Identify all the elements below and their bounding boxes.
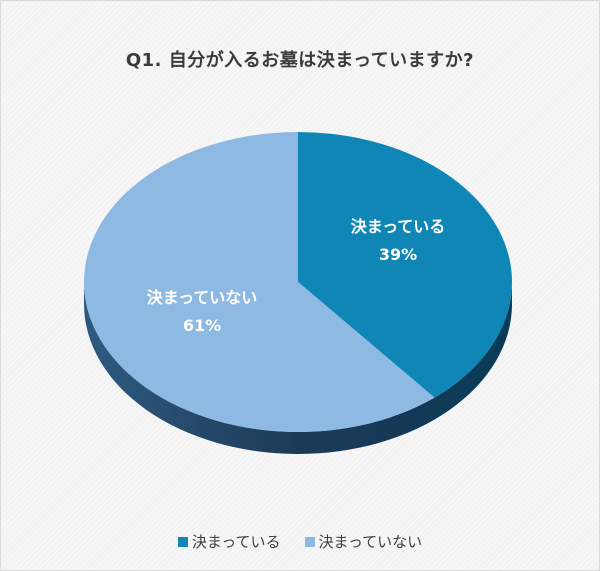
pie-slice-0 — [298, 132, 513, 398]
legend-item-1: 決まっていない — [304, 531, 423, 552]
legend-item-0: 決まっている — [177, 531, 281, 552]
legend-swatch-0 — [177, 536, 188, 547]
legend: 決まっている 決まっていない — [0, 531, 600, 552]
chart-title: Q1. 自分が入るお墓は決まっていますか? — [125, 50, 475, 71]
slice-label-percent-1: 61% — [183, 316, 221, 335]
legend-label-1: 決まっていない — [318, 533, 423, 551]
legend-swatch-1 — [304, 536, 315, 547]
legend-label-0: 決まっている — [191, 533, 281, 551]
pie-slice-1 — [84, 132, 435, 432]
slice-label-percent-0: 39% — [379, 245, 417, 264]
slice-label-category-0: 決まっている — [351, 217, 446, 236]
slice-label-category-1: 決まっていない — [147, 288, 258, 307]
